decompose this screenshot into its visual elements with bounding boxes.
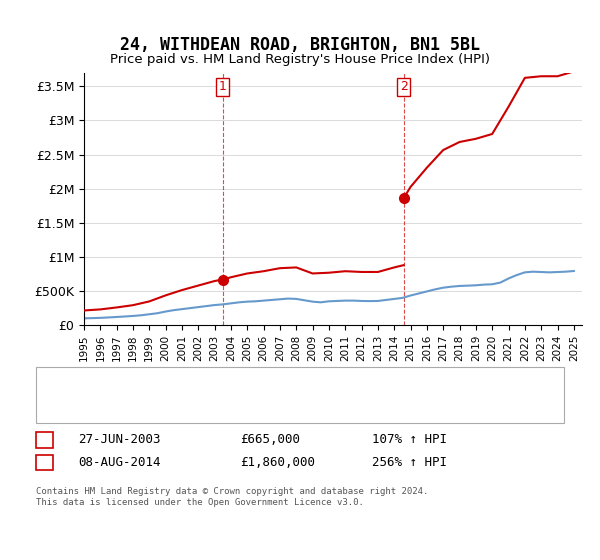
Text: 27-JUN-2003: 27-JUN-2003 [78,433,161,446]
Text: HPI: Average price, detached house, Brighton and Hove: HPI: Average price, detached house, Brig… [96,395,454,405]
Text: Price paid vs. HM Land Registry's House Price Index (HPI): Price paid vs. HM Land Registry's House … [110,53,490,66]
Text: Contains HM Land Registry data © Crown copyright and database right 2024.
This d: Contains HM Land Registry data © Crown c… [36,487,428,507]
Text: 24, WITHDEAN ROAD, BRIGHTON, BN1 5BL (detached house): 24, WITHDEAN ROAD, BRIGHTON, BN1 5BL (de… [96,373,454,383]
Text: 08-AUG-2014: 08-AUG-2014 [78,455,161,469]
Text: 2: 2 [41,455,49,469]
Text: 2: 2 [400,81,407,94]
Text: 1: 1 [41,433,49,446]
Text: 24, WITHDEAN ROAD, BRIGHTON, BN1 5BL: 24, WITHDEAN ROAD, BRIGHTON, BN1 5BL [120,36,480,54]
Text: 256% ↑ HPI: 256% ↑ HPI [372,455,447,469]
Text: £1,860,000: £1,860,000 [240,455,315,469]
Text: £665,000: £665,000 [240,433,300,446]
Text: 1: 1 [219,81,227,94]
Text: 107% ↑ HPI: 107% ↑ HPI [372,433,447,446]
